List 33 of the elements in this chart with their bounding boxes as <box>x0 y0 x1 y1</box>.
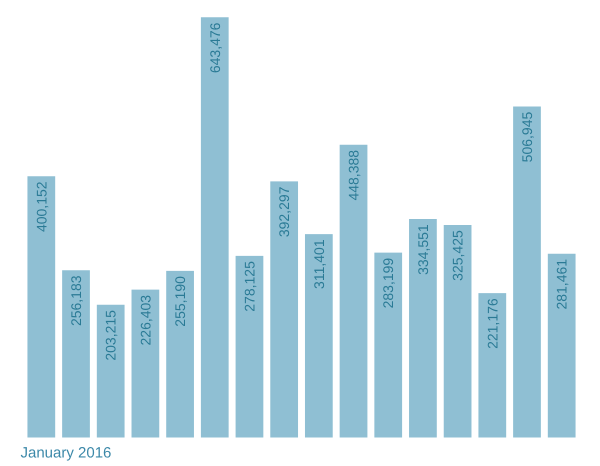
data-label: 283,199 <box>380 258 396 308</box>
data-label: 221,176 <box>484 298 500 349</box>
bar <box>304 234 333 438</box>
bar <box>27 176 56 438</box>
bar <box>548 254 576 438</box>
bar <box>478 293 506 438</box>
bar <box>340 144 368 438</box>
bar <box>444 224 472 438</box>
bar <box>513 106 541 438</box>
data-label: 643,476 <box>206 22 223 74</box>
data-label: 311,401 <box>310 239 327 289</box>
data-label: 400,152 <box>33 181 50 232</box>
bar <box>236 256 264 438</box>
text: January 2016 <box>20 444 112 462</box>
data-label: 203,215 <box>102 310 119 361</box>
bar <box>374 252 402 438</box>
bar <box>132 290 160 438</box>
data-label: 334,551 <box>414 224 431 275</box>
data-label: 448,388 <box>346 150 362 201</box>
data-label: 392,297 <box>276 186 292 238</box>
bar <box>166 270 194 438</box>
data-label: 255,190 <box>172 276 188 327</box>
data-label: 278,125 <box>241 260 258 312</box>
data-label: 256,183 <box>68 275 84 326</box>
bar <box>62 270 90 438</box>
data-label: 281,461 <box>554 258 570 310</box>
data-label: 226,403 <box>137 294 154 346</box>
bar <box>270 181 298 438</box>
bar <box>409 219 437 438</box>
bar <box>96 304 125 438</box>
data-label: 506,945 <box>518 111 535 162</box>
data-label: 325,425 <box>450 230 466 281</box>
bar <box>200 17 229 438</box>
